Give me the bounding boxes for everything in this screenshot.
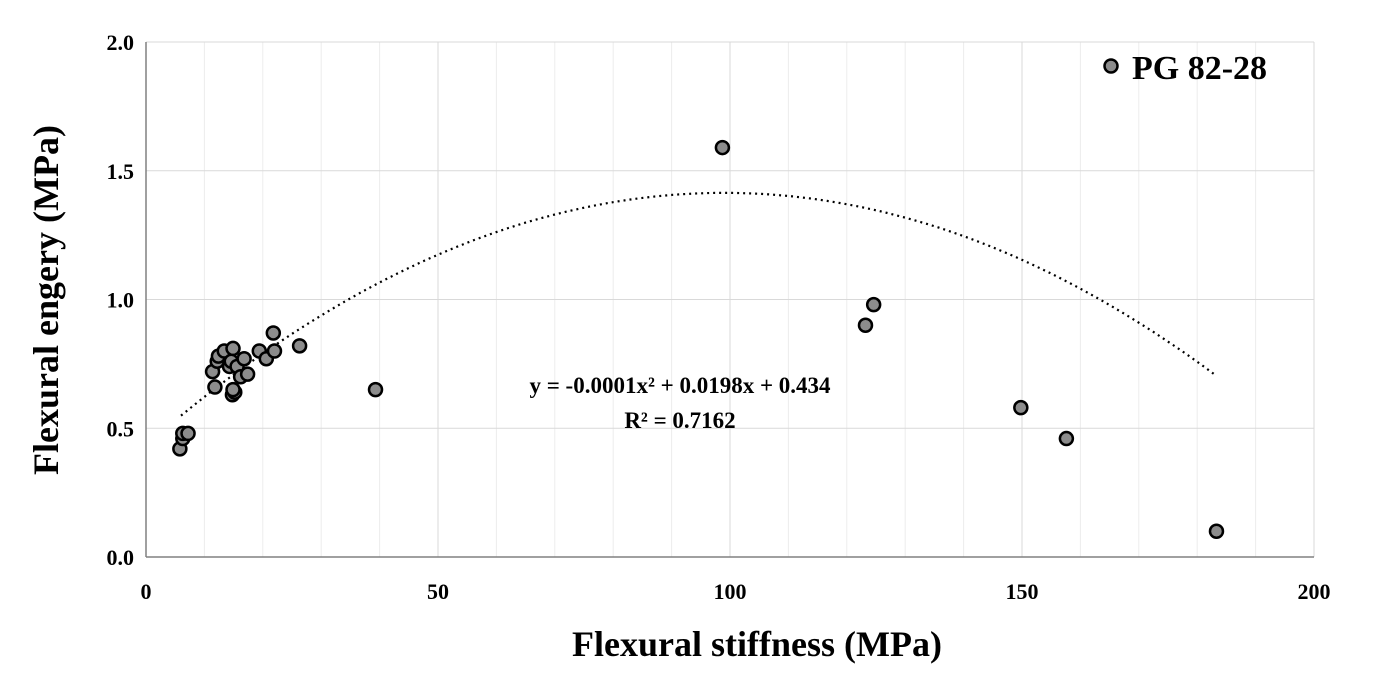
data-point: [865, 296, 882, 313]
y-axis-title: Flexural engery (MPa): [26, 125, 66, 475]
data-point: [239, 366, 256, 382]
y-tick-label: 0.5: [107, 416, 135, 441]
x-tick-labels: 0 50 100 150 200: [141, 579, 1331, 604]
x-axis-title: Flexural stiffness (MPa): [572, 624, 942, 664]
data-point: [265, 325, 282, 341]
data-point: [180, 425, 196, 442]
data-point: [225, 340, 241, 357]
data-point: [207, 379, 223, 395]
data-point: [857, 317, 874, 333]
data-points: [172, 139, 1225, 539]
y-tick-labels: 0.0 0.5 1.0 1.5 2.0: [107, 30, 135, 570]
axes: [145, 42, 1314, 558]
data-point: [266, 343, 283, 359]
x-tick-label: 50: [427, 579, 449, 604]
y-tick-label: 1.5: [107, 159, 135, 184]
x-tick-label: 100: [714, 579, 747, 604]
legend-marker: [1103, 58, 1119, 74]
data-point: [714, 139, 731, 156]
data-point: [1208, 523, 1225, 539]
data-point: [367, 381, 384, 398]
trendline-equation: y = -0.0001x² + 0.0198x + 0.434: [529, 373, 831, 398]
y-tick-label: 0.0: [107, 545, 135, 570]
trendline-r-squared: R² = 0.7162: [624, 408, 735, 433]
data-point: [291, 338, 308, 354]
x-tick-label: 150: [1006, 579, 1039, 604]
x-tick-label: 0: [141, 579, 152, 604]
grid: [146, 41, 1315, 557]
data-point: [236, 350, 252, 367]
data-point: [1013, 399, 1029, 416]
data-point: [225, 381, 241, 398]
legend: PG 82-28: [1103, 50, 1267, 87]
legend-label: PG 82-28: [1132, 50, 1267, 87]
data-point: [1058, 430, 1075, 447]
y-tick-label: 2.0: [107, 30, 135, 55]
y-tick-label: 1.0: [107, 288, 135, 313]
x-tick-label: 200: [1298, 579, 1331, 604]
